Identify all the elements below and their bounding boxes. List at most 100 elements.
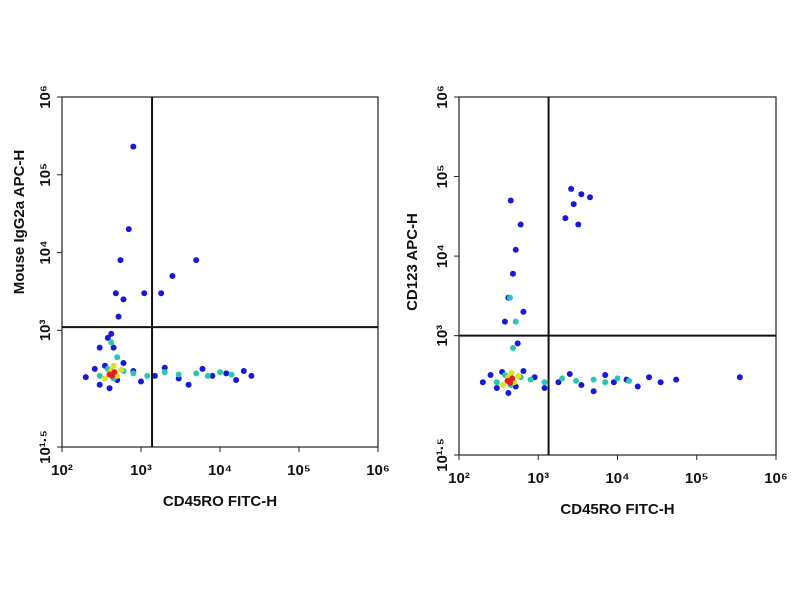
event-point [573, 377, 580, 384]
y-tick-label: 10⁶ [434, 85, 451, 109]
x-tick-label: 10³ [527, 470, 549, 487]
event-point [130, 370, 137, 377]
event-point [506, 294, 513, 301]
event-point [614, 375, 621, 382]
event-point [96, 381, 103, 388]
event-point [108, 330, 115, 337]
event-point [736, 374, 743, 381]
event-point [114, 354, 121, 361]
event-point [541, 384, 548, 391]
event-point [508, 369, 515, 376]
event-point [82, 374, 89, 381]
event-point [185, 381, 192, 388]
y-tick-label: 10⁵ [434, 165, 451, 189]
event-point [158, 290, 165, 297]
event-point [578, 191, 585, 198]
event-point [228, 371, 235, 378]
event-point [507, 197, 514, 204]
event-point [125, 226, 132, 233]
event-point [506, 379, 513, 386]
event-point [209, 372, 216, 379]
event-point [562, 215, 569, 222]
event-point [514, 340, 521, 347]
event-point [108, 339, 115, 346]
y-axis-label: Mouse IgG2a APC-H [11, 150, 28, 294]
event-point [570, 201, 577, 208]
event-point [575, 221, 582, 228]
event-point [555, 379, 562, 386]
event-point [512, 318, 519, 325]
event-point [493, 379, 500, 386]
event-point [505, 390, 512, 397]
event-point [120, 360, 127, 367]
event-point [500, 381, 507, 388]
event-point [161, 364, 168, 371]
plot-frame [61, 96, 379, 448]
event-point [110, 344, 117, 351]
event-point [587, 194, 594, 201]
y-tick-label: 10³ [37, 319, 54, 341]
event-point [115, 313, 122, 320]
event-point [512, 246, 519, 253]
event-point [515, 373, 522, 380]
event-point [248, 372, 255, 379]
event-point [517, 221, 524, 228]
x-axis-label: CD45RO FITC-H [560, 501, 674, 518]
event-point [509, 344, 516, 351]
event-point [175, 371, 182, 378]
event-point [204, 372, 211, 379]
y-tick-label: 10⁵ [37, 163, 54, 187]
x-tick-label: 10⁶ [764, 470, 788, 487]
y-tick-label: 10⁴ [434, 244, 451, 268]
y-tick-label: 10⁴ [37, 241, 54, 265]
y-tick-label: 10¹·⁵ [37, 430, 54, 464]
x-tick-label: 10⁵ [287, 462, 311, 479]
y-tick-label: 10³ [434, 325, 451, 347]
event-point [117, 257, 124, 264]
x-tick-label: 10² [448, 470, 470, 487]
event-point [673, 376, 680, 383]
event-point [626, 377, 633, 384]
event-point [120, 296, 127, 303]
event-point [106, 385, 113, 392]
x-tick-label: 10⁶ [366, 462, 390, 479]
event-point [634, 383, 641, 390]
event-point [223, 370, 230, 377]
event-point [96, 344, 103, 351]
event-point [118, 366, 125, 373]
event-point [568, 185, 575, 192]
event-point [487, 372, 494, 379]
x-tick-label: 10³ [130, 462, 152, 479]
event-point [141, 290, 148, 297]
event-point [566, 370, 573, 377]
plot-frame [458, 96, 777, 456]
event-point [646, 374, 653, 381]
event-point [657, 379, 664, 386]
event-point [240, 368, 247, 375]
y-axis-label: CD123 APC-H [404, 213, 421, 311]
event-point [520, 308, 527, 315]
event-point [217, 369, 223, 376]
event-point [130, 143, 137, 150]
event-point [479, 379, 486, 386]
event-point [96, 372, 103, 379]
event-point [169, 272, 176, 279]
event-point [541, 379, 548, 386]
x-tick-label: 10⁴ [605, 470, 629, 487]
x-tick-label: 10⁴ [208, 462, 232, 479]
event-point [501, 318, 508, 325]
event-point [590, 388, 597, 395]
event-point [578, 381, 585, 388]
event-point [610, 379, 617, 386]
event-point [233, 376, 240, 383]
event-point [151, 372, 158, 379]
event-point [602, 372, 609, 379]
event-point [112, 290, 119, 297]
event-point [559, 375, 566, 382]
x-tick-label: 10⁵ [685, 470, 709, 487]
event-point [144, 372, 151, 379]
event-point [509, 375, 516, 382]
event-point [590, 376, 597, 383]
event-point [110, 362, 117, 369]
event-point [101, 375, 108, 382]
